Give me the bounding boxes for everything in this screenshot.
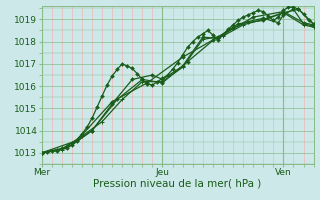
X-axis label: Pression niveau de la mer( hPa ): Pression niveau de la mer( hPa ) bbox=[93, 179, 262, 189]
